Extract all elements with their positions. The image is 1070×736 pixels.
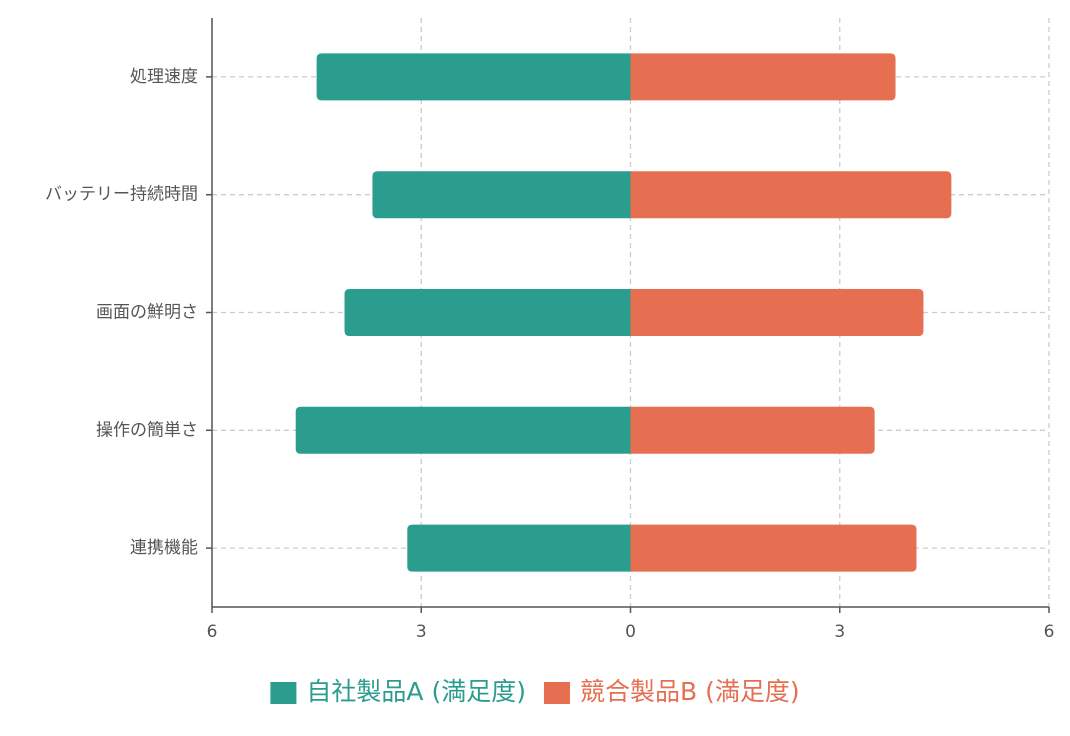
legend-item-a[interactable]: 自社製品A (満足度) (270, 677, 526, 706)
legend: 自社製品A (満足度) 競合製品B (満足度) (270, 677, 800, 706)
bars (295, 53, 952, 572)
category-label-2: 画面の鮮明さ (96, 303, 198, 323)
bar-a-4 (407, 524, 631, 572)
bar-a-1 (372, 171, 631, 219)
legend-item-b[interactable]: 競合製品B (満足度) (543, 677, 800, 706)
x-tick-label-4: 6 (1044, 622, 1055, 642)
bar-a-2 (344, 289, 631, 336)
legend-swatch-a (270, 682, 297, 704)
bar-b-0 (630, 53, 896, 101)
x-tick-label-3: 3 (834, 622, 845, 642)
x-tick-label-0: 6 (207, 622, 218, 642)
bar-b-2 (630, 289, 924, 336)
bar-b-3 (630, 406, 875, 454)
bar-b-1 (630, 171, 952, 219)
legend-swatch-b (543, 682, 570, 704)
category-label-4: 連携機能 (130, 538, 198, 558)
bar-a-0 (316, 53, 631, 101)
x-tick-label-2: 0 (625, 622, 636, 642)
legend-label-b: 競合製品B (満足度) (580, 677, 800, 706)
bar-b-4 (630, 524, 917, 572)
bar-a-3 (295, 406, 631, 454)
category-label-0: 処理速度 (130, 67, 198, 87)
category-label-3: 操作の簡単さ (96, 420, 198, 440)
legend-label-a: 自社製品A (満足度) (306, 677, 526, 706)
category-label-1: バッテリー持続時間 (45, 185, 198, 205)
x-tick-label-1: 3 (416, 622, 427, 642)
